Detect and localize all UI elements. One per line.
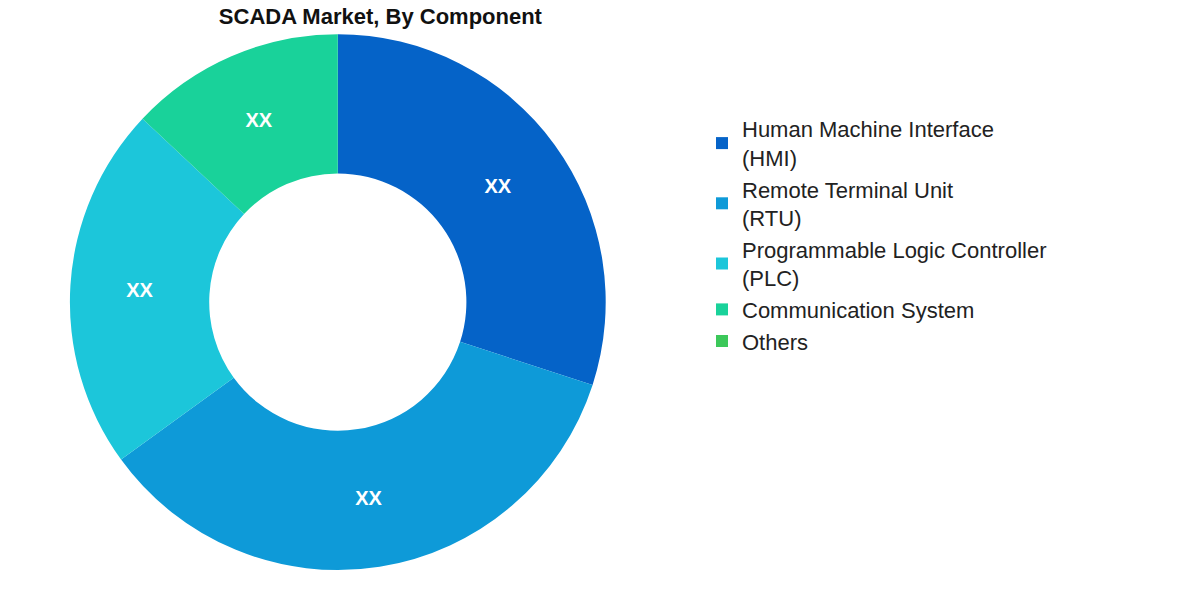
- svg-text:Programmable Logic Controller(: Programmable Logic Controller(PLC): [742, 238, 1046, 292]
- svg-text:XX: XX: [355, 487, 382, 509]
- svg-text:Remote Terminal Unit(RTU): Remote Terminal Unit(RTU): [742, 178, 953, 232]
- svg-text:XX: XX: [245, 109, 272, 131]
- svg-text:Communication System: Communication System: [742, 298, 974, 323]
- svg-text:Human Machine Interface(HMI): Human Machine Interface(HMI): [742, 117, 994, 171]
- svg-text:XX: XX: [485, 175, 512, 197]
- svg-text:Others: Others: [742, 330, 808, 355]
- svg-text:SCADA Market, By Component: SCADA Market, By Component: [219, 4, 543, 29]
- svg-text:XX: XX: [126, 279, 153, 301]
